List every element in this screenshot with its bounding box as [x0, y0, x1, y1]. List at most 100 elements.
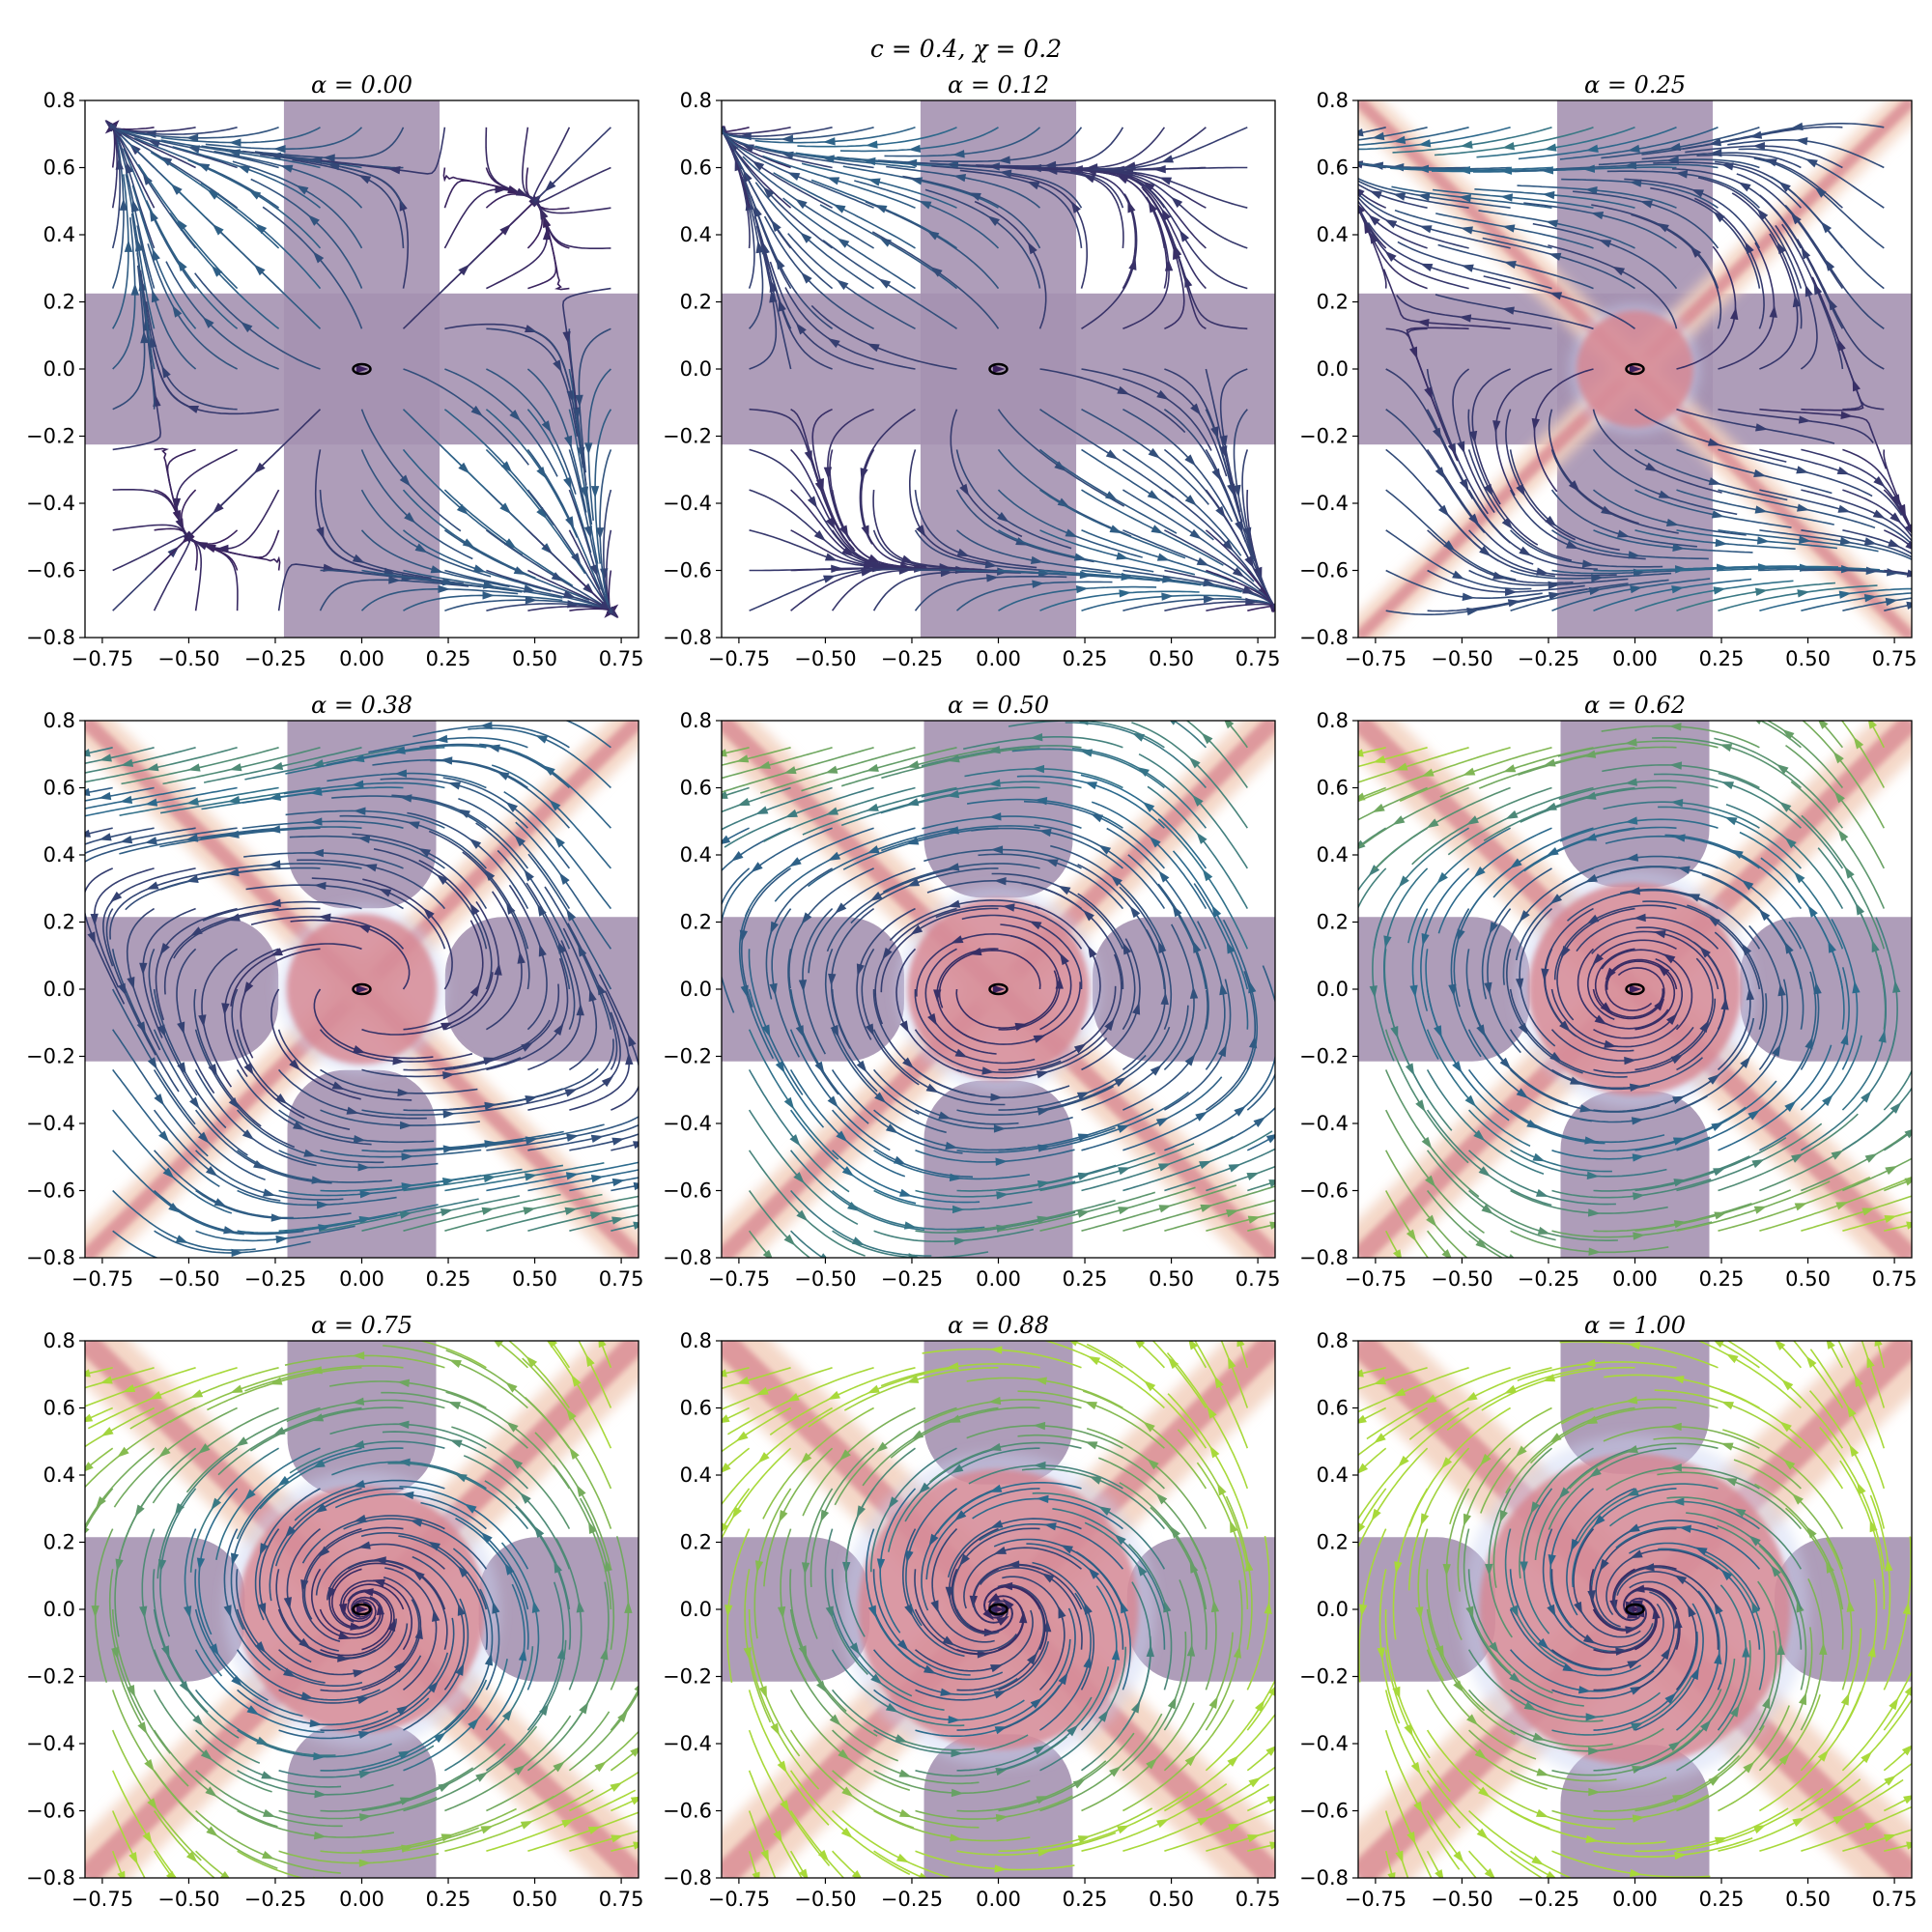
stream-arrow	[189, 1389, 204, 1399]
stream-arrow	[536, 506, 548, 520]
stream-arrow	[85, 1413, 94, 1423]
stream-arrow	[353, 1669, 366, 1678]
streamline	[1593, 1155, 1750, 1192]
streamline	[1246, 1535, 1270, 1690]
stream-arrow	[1179, 229, 1190, 242]
stream-arrow	[1084, 1401, 1098, 1410]
streamline	[1727, 139, 1885, 169]
stream-arrow	[1161, 592, 1175, 601]
stream-arrow	[1798, 1691, 1806, 1706]
stream-arrow	[770, 1722, 780, 1736]
streamline	[1748, 924, 1783, 1070]
stream-arrow	[1656, 222, 1669, 233]
stream-arrow	[1791, 1153, 1804, 1163]
streamline	[153, 1608, 240, 1739]
stream-arrow	[161, 1645, 170, 1659]
streamline	[153, 1649, 261, 1764]
streamline	[856, 907, 916, 1040]
streamline	[402, 529, 552, 592]
y-tick-label: 0.8	[43, 1329, 75, 1352]
streamline	[579, 1497, 615, 1650]
stream-arrow	[494, 962, 502, 976]
streamline	[1800, 1628, 1862, 1772]
stream-arrow	[388, 576, 401, 584]
streamline	[1055, 127, 1207, 170]
streamline	[832, 1150, 980, 1204]
streamline	[1759, 489, 1911, 544]
stream-arrow	[525, 1136, 538, 1145]
streamline	[997, 489, 1143, 558]
stream-arrow	[860, 468, 868, 481]
stream-arrow	[1791, 1492, 1804, 1505]
streamline	[1435, 213, 1594, 249]
stream-arrow	[1519, 910, 1530, 923]
streamline	[368, 736, 528, 753]
streamlines	[104, 119, 619, 619]
stream-arrow	[1817, 1749, 1830, 1762]
plot-area-5	[1358, 721, 1912, 1258]
streamline	[914, 1029, 1062, 1074]
streamline	[789, 1770, 911, 1876]
stream-arrow	[793, 1172, 805, 1184]
streamline	[763, 215, 874, 330]
x-tick-label: −0.50	[157, 1888, 219, 1911]
stream-arrow	[117, 1446, 129, 1458]
stream-arrow	[633, 1221, 639, 1230]
panel-4: −0.75 −0.50 −0.25 0.00 0.25 0.50 0.750.80.60.4…	[663, 692, 1280, 1291]
stream-arrow	[309, 156, 323, 165]
streamline	[1605, 960, 1676, 1031]
streamline	[1551, 529, 1709, 560]
stream-arrow	[1030, 1697, 1043, 1709]
streamline	[762, 1406, 874, 1520]
streamline	[905, 1488, 957, 1627]
stream-arrow	[231, 1675, 243, 1688]
y-tick-label: −0.6	[1299, 1800, 1349, 1823]
streamline	[1082, 1390, 1208, 1490]
stream-arrow	[1584, 873, 1598, 883]
streamline	[824, 949, 878, 1093]
y-tick-label: 0.4	[680, 1463, 712, 1487]
stream-arrow	[1654, 998, 1665, 1011]
streamline	[479, 743, 611, 829]
stream-arrow	[1889, 1101, 1902, 1114]
stream-arrow	[1874, 1341, 1883, 1347]
streamline	[866, 1528, 922, 1668]
streamline	[788, 867, 874, 989]
stream-arrow	[1741, 879, 1754, 891]
streamline	[526, 1581, 564, 1731]
stream-arrow	[1499, 1510, 1508, 1523]
stream-arrow	[316, 526, 325, 540]
streamline	[328, 1562, 404, 1630]
streamline	[895, 948, 963, 1073]
streamline	[873, 1228, 1034, 1242]
stream-arrow	[1492, 571, 1506, 580]
streamline	[1426, 1109, 1552, 1207]
streamline	[242, 820, 404, 830]
stream-arrow	[949, 1173, 962, 1181]
stream-arrow	[553, 1761, 565, 1773]
equilibrium-marker	[1625, 1603, 1645, 1616]
stream-arrow	[394, 769, 408, 778]
stream-arrow	[1135, 1341, 1146, 1349]
streamline	[889, 899, 1040, 942]
stream-arrow	[1840, 411, 1854, 420]
stream-arrow	[353, 1045, 366, 1054]
stream-arrow	[438, 1782, 451, 1792]
streamline	[320, 1652, 449, 1732]
streamline	[722, 127, 874, 140]
streamlines	[722, 125, 1275, 613]
stream-arrow	[1586, 914, 1600, 924]
stream-arrow	[1476, 1828, 1489, 1840]
streamline	[93, 867, 155, 988]
stream-arrow	[849, 1642, 861, 1656]
streamline	[444, 1067, 599, 1111]
region-overlay	[85, 100, 639, 638]
stream-arrow	[197, 1443, 211, 1455]
streamline	[249, 1406, 404, 1452]
streamline	[1718, 1693, 1821, 1812]
streamline	[611, 1223, 639, 1232]
streamline	[1091, 801, 1208, 910]
streamline	[789, 1150, 925, 1232]
stream-arrow	[1184, 274, 1193, 288]
streamline	[1634, 409, 1787, 463]
